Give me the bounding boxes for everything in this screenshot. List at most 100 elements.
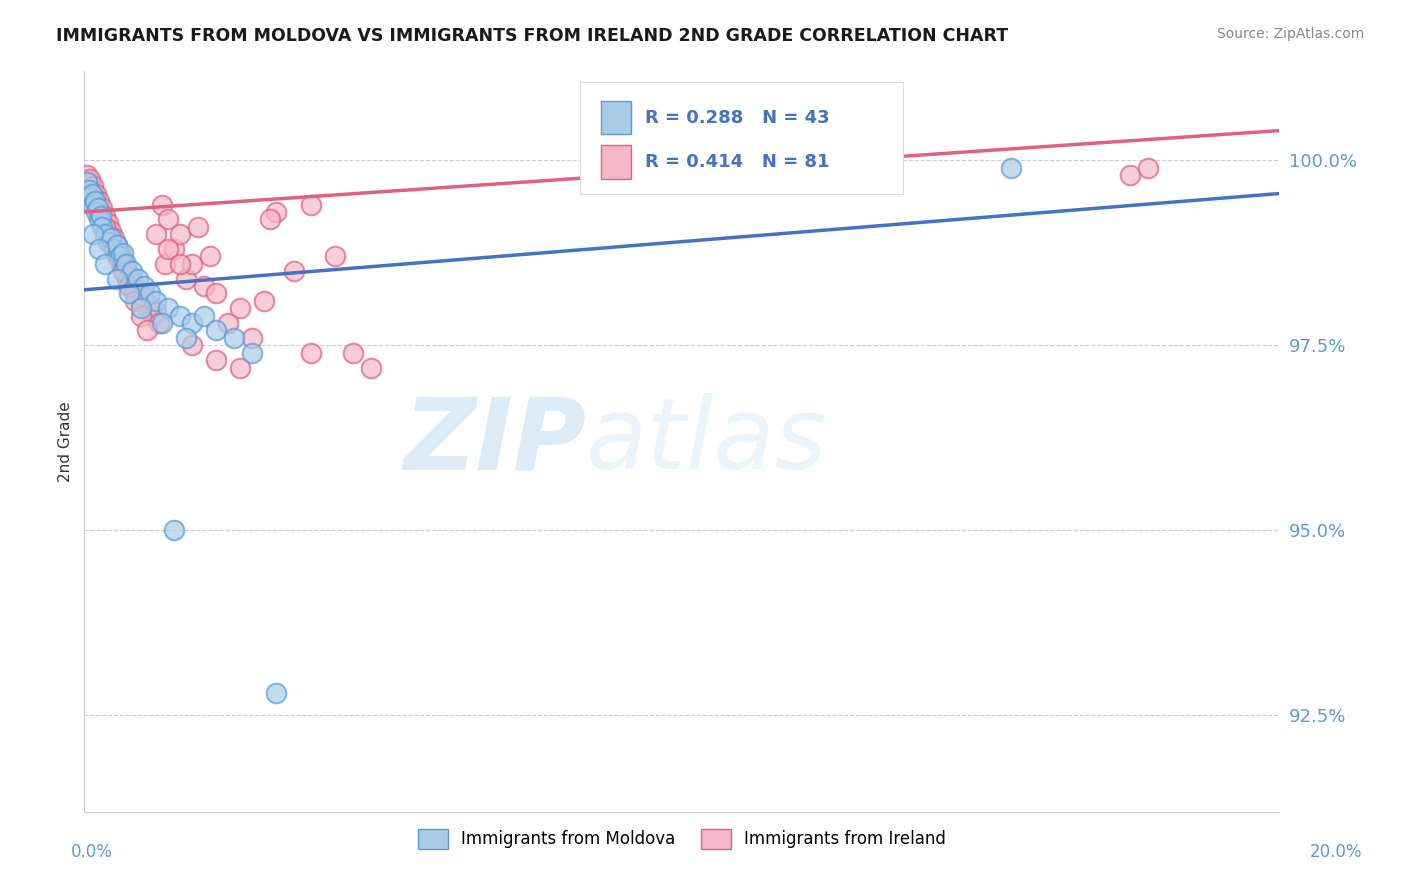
Point: [301, 345, 323, 359]
Bar: [600, 145, 630, 178]
Point: [97, 216, 120, 230]
Point: [110, 245, 132, 260]
Point: [129, 301, 152, 316]
Point: [105, 271, 128, 285]
FancyBboxPatch shape: [581, 82, 903, 194]
Y-axis label: 2nd Grade: 2nd Grade: [58, 401, 73, 482]
Point: [105, 250, 128, 264]
Point: [108, 250, 131, 264]
Text: IMMIGRANTS FROM MOLDOVA VS IMMIGRANTS FROM IRELAND 2ND GRADE CORRELATION CHART: IMMIGRANTS FROM MOLDOVA VS IMMIGRANTS FR…: [56, 27, 1008, 45]
Point: [80, 186, 103, 201]
Point: [181, 316, 204, 330]
Point: [90, 205, 112, 219]
Point: [90, 209, 112, 223]
Point: [82, 190, 104, 204]
Point: [153, 257, 176, 271]
Point: [198, 250, 221, 264]
Point: [98, 227, 121, 242]
Point: [139, 297, 162, 311]
Point: [193, 309, 215, 323]
Point: [259, 212, 281, 227]
Point: [301, 197, 323, 211]
Point: [157, 212, 180, 227]
Point: [136, 301, 159, 316]
Point: [163, 242, 186, 256]
Point: [205, 286, 228, 301]
Point: [264, 205, 287, 219]
Point: [100, 223, 122, 237]
Point: [163, 524, 186, 538]
Point: [222, 331, 245, 345]
Point: [104, 242, 127, 256]
Point: [169, 309, 191, 323]
Point: [157, 242, 180, 256]
Point: [145, 227, 167, 242]
Point: [79, 171, 101, 186]
Point: [89, 194, 111, 208]
Point: [283, 264, 305, 278]
Point: [94, 257, 117, 271]
Point: [127, 271, 149, 285]
Point: [124, 286, 146, 301]
Text: 0.0%: 0.0%: [70, 843, 112, 861]
Point: [86, 205, 108, 219]
Point: [118, 279, 141, 293]
Point: [105, 238, 128, 252]
Point: [84, 190, 107, 204]
Point: [148, 316, 170, 330]
Point: [91, 219, 114, 234]
Point: [169, 257, 191, 271]
Point: [110, 250, 132, 264]
Point: [253, 293, 276, 308]
Point: [342, 345, 364, 359]
Point: [205, 353, 228, 368]
Point: [145, 293, 167, 308]
Point: [217, 316, 239, 330]
Point: [100, 231, 122, 245]
Point: [139, 286, 162, 301]
Point: [142, 309, 165, 323]
Point: [115, 257, 138, 271]
Point: [89, 212, 111, 227]
Point: [121, 276, 143, 290]
Point: [193, 279, 215, 293]
Point: [240, 331, 263, 345]
Point: [115, 260, 138, 275]
Point: [145, 305, 167, 319]
Point: [1119, 168, 1142, 182]
Point: [76, 176, 98, 190]
Point: [86, 202, 108, 216]
Point: [89, 205, 111, 219]
Point: [150, 316, 173, 330]
Point: [86, 186, 108, 201]
Point: [129, 309, 152, 323]
Point: [76, 168, 98, 182]
Point: [100, 235, 122, 249]
Point: [118, 286, 141, 301]
Point: [132, 279, 156, 293]
Point: [205, 324, 228, 338]
Point: [77, 176, 100, 190]
Point: [181, 257, 204, 271]
Point: [82, 179, 104, 194]
Point: [120, 279, 142, 293]
Point: [127, 283, 149, 297]
Point: [114, 264, 136, 278]
Text: R = 0.414   N = 81: R = 0.414 N = 81: [645, 153, 830, 171]
Point: [118, 268, 141, 282]
Point: [187, 219, 209, 234]
Point: [82, 227, 104, 242]
Point: [360, 360, 382, 375]
Point: [77, 183, 100, 197]
Point: [121, 264, 143, 278]
Point: [240, 345, 263, 359]
Point: [169, 227, 191, 242]
Point: [1000, 161, 1022, 175]
Bar: [600, 101, 630, 135]
Legend: Immigrants from Moldova, Immigrants from Ireland: Immigrants from Moldova, Immigrants from…: [412, 822, 952, 855]
Point: [86, 197, 108, 211]
Point: [89, 242, 111, 256]
Point: [174, 331, 197, 345]
Point: [174, 271, 197, 285]
Point: [136, 324, 159, 338]
